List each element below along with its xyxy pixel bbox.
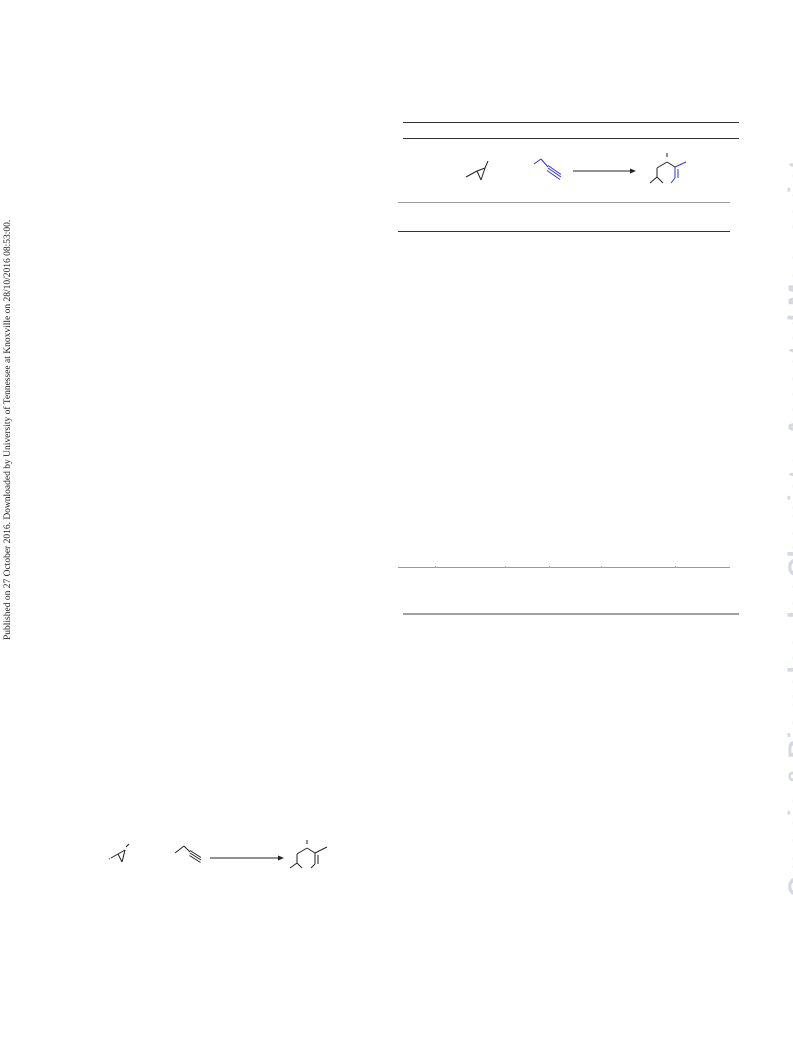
table-footer-rule xyxy=(403,613,739,615)
column-separator xyxy=(601,566,602,568)
alkyne-reactant xyxy=(174,845,202,863)
reaction-arrow xyxy=(573,168,636,174)
cyclopropane-reactant xyxy=(108,843,130,863)
table-top-rule xyxy=(403,122,739,123)
column-separator xyxy=(505,566,506,568)
cyclohexene-product xyxy=(649,153,687,184)
reaction-arrow xyxy=(210,855,284,861)
journal-watermark: Organic & Biomolecular Chemistry Accepte… xyxy=(783,159,793,897)
table-subheader-rule xyxy=(398,202,730,203)
alkyne-reactant xyxy=(533,158,562,180)
table-body-top-rule xyxy=(398,231,730,232)
column-separator xyxy=(549,566,550,568)
table-header-rule xyxy=(403,138,739,139)
table-body-bottom-rule xyxy=(398,567,730,568)
table-header-scheme xyxy=(465,153,687,184)
column-separator xyxy=(675,566,676,568)
bottom-scheme xyxy=(108,840,328,869)
cyclopropane-reactant xyxy=(465,160,489,181)
cyclohexene-product xyxy=(289,840,328,869)
column-separator xyxy=(435,566,436,568)
publication-margin-note: Published on 27 October 2016. Downloaded… xyxy=(3,219,13,640)
